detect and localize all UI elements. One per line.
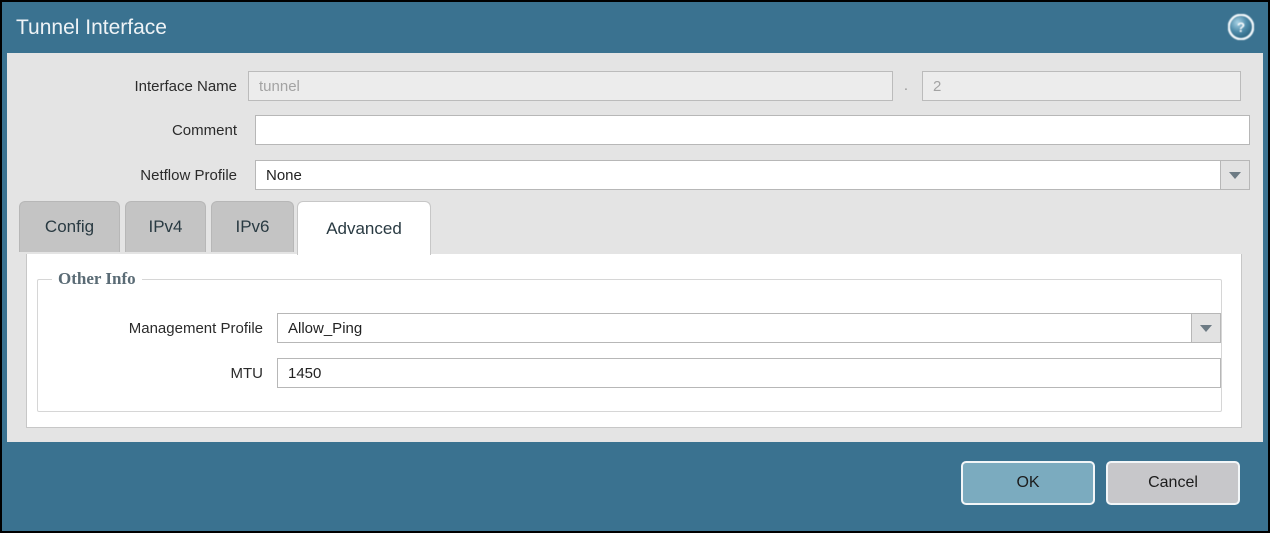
svg-text:?: ?	[1237, 20, 1245, 35]
